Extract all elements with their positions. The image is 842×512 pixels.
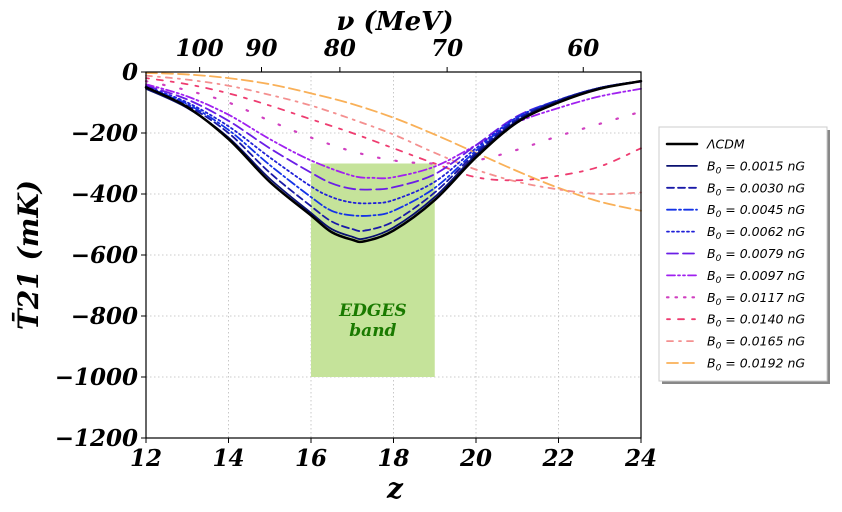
top-tick-label: 100 [176,35,224,62]
legend-label: B0 = 0.0030 nG [707,180,805,198]
y-tick-label: −400 [71,181,138,208]
legend-label: B0 = 0.0079 nG [707,246,805,264]
series-line-0 [144,79,643,244]
edges-band-label: EDGES [338,301,406,321]
edges-band [311,163,435,377]
series-line-6 [145,83,642,180]
legend-label: B0 = 0.0045 nG [707,202,805,220]
top-tick-label: 70 [431,35,463,62]
legend-label: B0 = 0.0140 nG [707,312,805,330]
top-tick-label: 90 [245,35,277,62]
y-tick-label: −800 [71,303,138,330]
y-tick-label: −600 [71,242,138,269]
x-tick-label: 20 [459,445,492,472]
y-tick-label: 0 [122,59,138,86]
x-axis-label: z [386,472,404,505]
top-axis-label: ν (MeV) [336,7,453,37]
x-tick-label: 12 [130,445,162,472]
tick-layer: 12 14 16 18 20 22 24 0 −200 −400 −600 −800 −1000 −120… [55,35,657,472]
legend: ΛCDM B0 = 0.0015 nG B0 = 0.0030 nG B0 = 0.0… [658,126,830,384]
legend-label: ΛCDM [706,137,745,152]
edges-band-label-line2: band [349,321,396,341]
y-tick-label: −200 [71,120,138,147]
series-layer [144,72,643,244]
x-tick-label: 14 [212,445,244,472]
top-tick-label: 80 [323,35,356,62]
x-tick-label: 18 [377,445,409,472]
legend-label: B0 = 0.0062 nG [707,224,805,242]
y-axis-label: T̄21 (mK) [11,180,45,330]
x-tick-label: 22 [541,445,574,472]
legend-label: B0 = 0.0097 nG [707,268,805,286]
legend-label: B0 = 0.0015 nG [707,158,805,176]
y-tick-label: −1000 [55,364,138,391]
series-line-10 [145,72,642,212]
top-tick-label: 60 [567,35,599,62]
legend-label: B0 = 0.0192 nG [707,356,805,374]
legend-label: B0 = 0.0165 nG [707,334,805,352]
series-line-7 [144,80,643,165]
x-tick-label: 16 [295,445,327,472]
y-tick-label: −1200 [55,425,138,452]
series-line-9 [145,74,642,195]
x-tick-label: 24 [624,445,657,472]
legend-label: B0 = 0.0117 nG [707,290,805,308]
series-line-8 [145,77,642,182]
series-line-1 [145,80,642,241]
